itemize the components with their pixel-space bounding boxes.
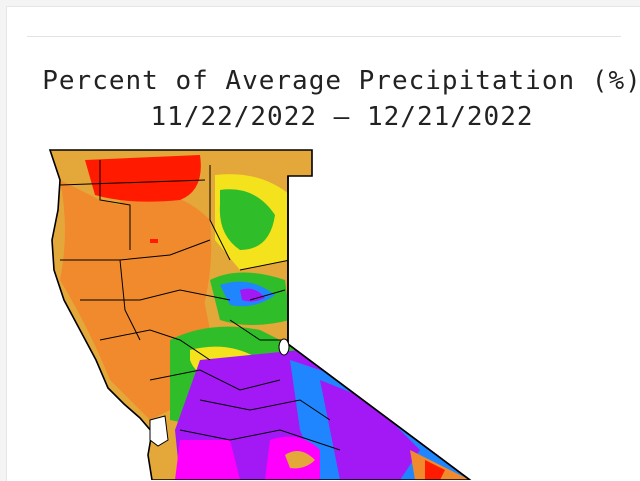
county-line bbox=[59, 179, 206, 186]
precip-fill-layer bbox=[50, 150, 470, 480]
county-line bbox=[99, 329, 211, 361]
county-line bbox=[179, 429, 341, 451]
county-line bbox=[229, 319, 290, 341]
fill-red-north bbox=[85, 155, 201, 202]
county-line bbox=[209, 165, 231, 261]
county-line bbox=[60, 239, 211, 261]
fill-blue-border bbox=[292, 215, 312, 280]
county-line bbox=[149, 369, 281, 391]
county-boundaries bbox=[59, 160, 341, 451]
fill-magenta-sw bbox=[175, 440, 240, 480]
fill-red-se bbox=[425, 460, 445, 480]
lake-marker bbox=[150, 239, 158, 243]
divider-line bbox=[27, 36, 621, 37]
figure-title: Percent of Average Precipitation (%) bbox=[42, 66, 640, 96]
figure-date-range: 11/22/2022 – 12/21/2022 bbox=[150, 102, 534, 132]
fill-green-ne bbox=[219, 189, 275, 250]
bay-area bbox=[149, 415, 169, 447]
fill-purple-southeast bbox=[320, 380, 420, 480]
fill-lightgreen-border bbox=[288, 180, 312, 340]
fill-orange-valley bbox=[120, 193, 212, 330]
county-line bbox=[119, 259, 141, 341]
county-line bbox=[199, 399, 331, 421]
lake-tahoe bbox=[278, 338, 290, 356]
fill-tan-pocket bbox=[285, 451, 315, 469]
county-line bbox=[99, 160, 131, 250]
county-line bbox=[239, 259, 291, 271]
county-line bbox=[249, 289, 286, 301]
county-line bbox=[80, 289, 231, 301]
fill-purple-sierra bbox=[240, 288, 265, 302]
